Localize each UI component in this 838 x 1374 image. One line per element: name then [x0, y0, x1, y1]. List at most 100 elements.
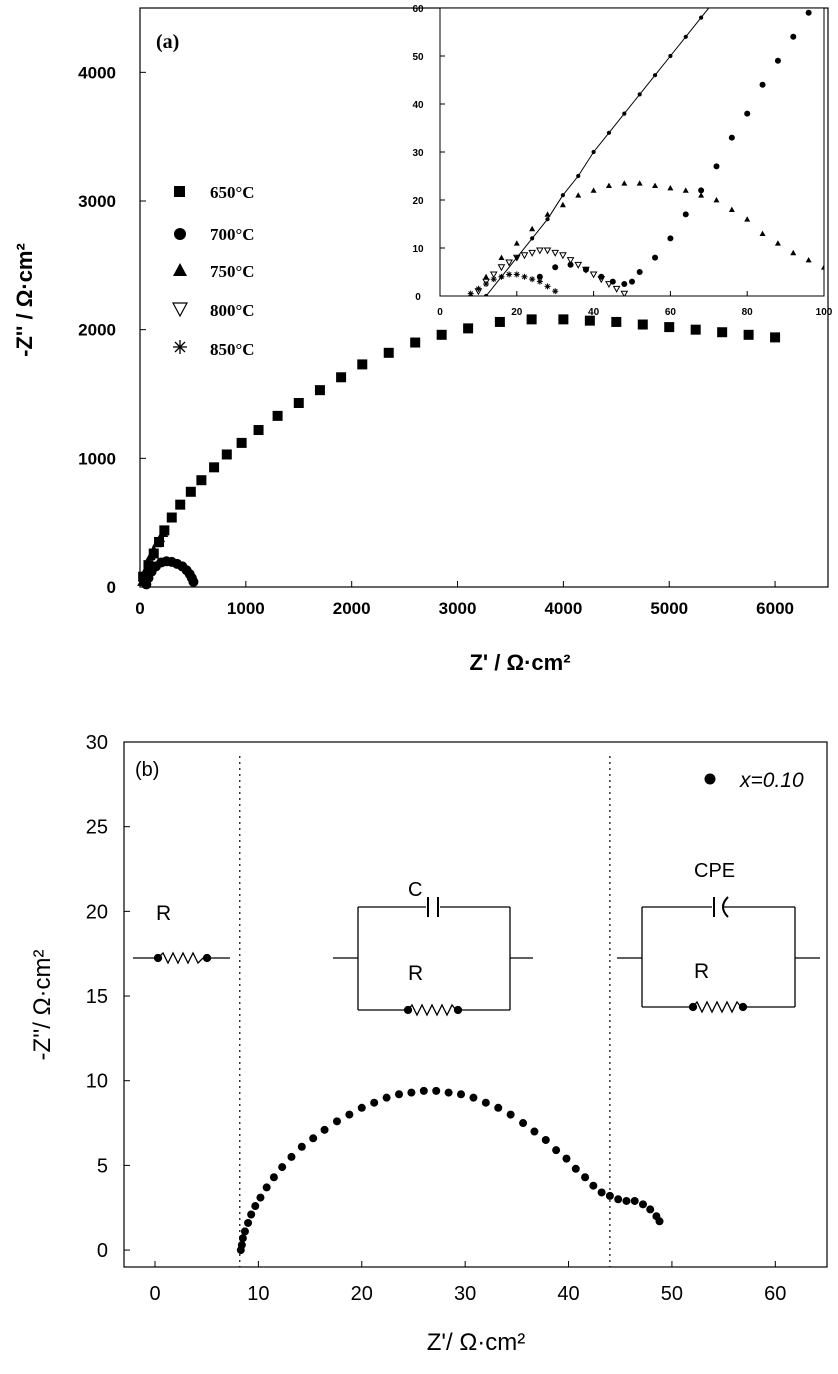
data-point-triangle-down-open: [559, 252, 567, 260]
inset-points: [467, 0, 824, 296]
inset-x-tick-label: 0: [437, 307, 443, 318]
data-point-circle: [251, 1202, 260, 1211]
inset-y-tick-label: 0: [415, 292, 421, 303]
data-point-circle: [636, 269, 643, 275]
x-tick-label: 3000: [439, 599, 477, 618]
x-tick-label: 30: [454, 1283, 476, 1305]
data-point-triangle-down-open: [512, 254, 521, 262]
legend-marker-circle: [704, 773, 716, 785]
asterisk-stroke: [552, 288, 558, 294]
data-point-asterisk: [483, 281, 490, 287]
x-tick-label: 40: [557, 1283, 579, 1305]
data-point-triangle: [155, 533, 166, 543]
data-point-circle: [345, 1110, 354, 1119]
data-point-circle: [638, 1200, 647, 1209]
data-point-square: [383, 347, 394, 358]
panel-b-divider-lines: [239, 756, 611, 1267]
inset-plot: 0 20 40 60 80 100 0 10 20 30 40 50 60: [412, 0, 832, 318]
circuit-label-r1: R: [156, 902, 171, 925]
legend-item-850: 850°C: [173, 340, 255, 359]
data-point-circle: [614, 1195, 623, 1204]
data-point-triangle: [636, 180, 643, 186]
x-tick-label: 10: [247, 1283, 269, 1305]
circuit-label-r2: R: [408, 962, 423, 985]
asterisk-stroke: [522, 274, 527, 280]
circuit-rcpe-parallel: [617, 896, 820, 1014]
data-point-circle: [621, 281, 628, 287]
data-point-circle: [536, 273, 543, 280]
data-point-circle: [237, 1240, 246, 1249]
data-point-circle: [682, 211, 689, 218]
data-point-circle: [287, 1152, 296, 1161]
data-point-square: [166, 512, 177, 523]
node-dot: [202, 953, 212, 963]
data-point-circle: [481, 1098, 490, 1107]
legend-item-650: 650°C: [174, 183, 255, 202]
data-point-square: [253, 425, 264, 436]
inset-x-tick-label: 40: [588, 307, 600, 318]
data-point-asterisk: [544, 283, 551, 290]
data-point-circle-small: [560, 193, 565, 198]
data-point-circle: [567, 261, 574, 268]
inset-y-tick-label: 40: [412, 100, 424, 111]
panel-b-points: [236, 1086, 664, 1255]
inset-ticks: 0 20 40 60 80 100 0 10 20 30 40 50 60: [412, 4, 832, 318]
data-point-triangle: [682, 187, 689, 193]
data-point-circle: [552, 1146, 561, 1155]
data-point-circle-small: [714, 0, 718, 1]
data-point-triangle: [529, 225, 536, 232]
data-point-circle: [622, 1196, 631, 1205]
data-point-triangle: [498, 254, 505, 260]
data-point-triangle: [139, 570, 150, 580]
data-point-circle: [382, 1093, 391, 1102]
y-tick-label: 4000: [78, 63, 116, 82]
data-point-circle-small: [606, 130, 612, 135]
circuit-label-cpe: CPE: [694, 860, 735, 882]
data-point-triangle-down-open: [597, 276, 606, 284]
circuit-rc-parallel: [333, 897, 533, 1017]
data-point-square: [272, 410, 283, 421]
data-point-circle-small: [483, 293, 489, 296]
x-tick-label: 5000: [650, 599, 688, 618]
y-tick-label: 15: [86, 986, 108, 1008]
data-point-triangle: [513, 240, 520, 246]
data-point-circle-small: [668, 53, 673, 59]
data-point-circle: [805, 9, 812, 16]
data-point-circle: [188, 576, 199, 587]
data-point-circle: [407, 1088, 416, 1097]
legend-marker-square: [174, 186, 185, 197]
data-point-triangle: [759, 230, 766, 236]
data-point-circle: [309, 1134, 318, 1143]
legend-label-700: 700°C: [210, 225, 255, 244]
data-point-circle: [698, 187, 705, 194]
data-point-square: [717, 327, 728, 338]
data-point-circle: [646, 1205, 655, 1214]
x-tick-label: 6000: [756, 599, 794, 618]
panel-a-legend: 650°C 700°C 750°C 800°C 850°C: [171, 183, 255, 359]
x-tick-label: 1000: [227, 599, 265, 618]
y-tick-label: 25: [86, 817, 108, 839]
data-point-asterisk: [467, 290, 474, 296]
inset-y-tick-label: 30: [412, 148, 424, 159]
panel-a-ylabel: -Z'' / Ω·cm²: [12, 243, 37, 357]
asterisk-stroke: [475, 286, 481, 292]
data-point-circle: [240, 1227, 249, 1236]
data-point-circle: [655, 1217, 664, 1226]
data-point-circle: [571, 1164, 580, 1173]
resistor-zigzag: [407, 1003, 457, 1017]
data-point-triangle: [148, 544, 159, 554]
data-point-circle: [278, 1163, 287, 1172]
data-point-triangle: [605, 182, 612, 188]
panel-a-xlabel: Z' / Ω·cm²: [469, 650, 570, 675]
x-tick-label: 20: [351, 1283, 373, 1305]
data-point-triangle: [621, 180, 628, 186]
data-point-square: [196, 475, 207, 486]
data-point-triangle: [728, 206, 735, 212]
x-tick-label: 0: [149, 1283, 160, 1305]
data-point-triangle: [544, 211, 551, 217]
data-point-square: [463, 323, 474, 334]
y-tick-label: 5: [97, 1155, 108, 1177]
data-point-circle: [320, 1125, 329, 1134]
